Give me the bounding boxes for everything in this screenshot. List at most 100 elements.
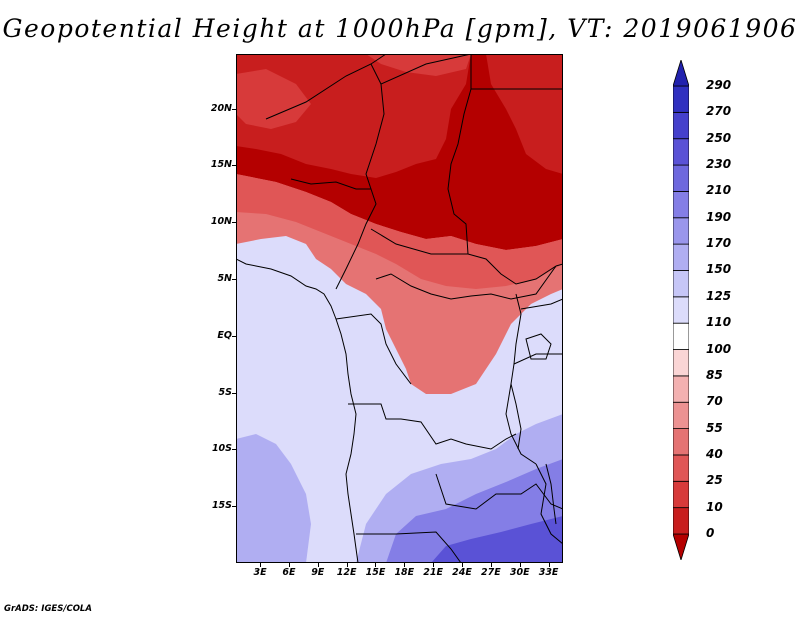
border-niger-chad (365, 63, 385, 190)
colorbar-segment (673, 164, 689, 192)
field-sahel-band (236, 174, 563, 289)
lake-victoria (525, 333, 552, 360)
colorbar-segment (673, 217, 689, 245)
border-mozambique (535, 463, 563, 545)
colorbar-label-0: 0 (706, 526, 715, 540)
lon-label-3e: 3E (253, 567, 267, 578)
border-car-south (375, 265, 557, 300)
lon-label-30e: 30E (509, 567, 530, 578)
lat-label-15s: 15S (211, 500, 232, 512)
colorbar-segment (673, 375, 689, 403)
colorbar-segment (673, 507, 689, 535)
lon-tick (260, 563, 262, 567)
colorbar-label-40: 40 (706, 446, 723, 461)
lon-label-15e: 15E (365, 567, 386, 578)
border-sahara-mali-algeria (265, 54, 387, 120)
lon-label-21e: 21E (423, 567, 444, 578)
colorbar-label-10: 10 (706, 499, 723, 514)
border-chad-sudan (447, 88, 472, 255)
lat-label-10s: 10S (211, 443, 232, 455)
lat-label-eq: EQ (217, 329, 232, 341)
border-car (370, 228, 557, 285)
lon-label-24e: 24E (452, 567, 472, 578)
lat-label-5n: 5N (217, 272, 232, 284)
credit-text: GrADS: IGES/COLA (4, 604, 92, 614)
border-libya-chad (380, 54, 472, 85)
colorbar-segment (673, 243, 689, 271)
page-title: Geopotential Height at 1000hPa [gpm], VT… (2, 14, 798, 43)
coastline-west (236, 258, 359, 563)
country-borders (236, 54, 563, 563)
colorbar-top-triangle (673, 60, 689, 87)
colorbar-label-55: 55 (706, 420, 723, 435)
lon-tick (317, 563, 319, 567)
field-northeast-hot (486, 54, 563, 174)
lon-label-6e: 6E (282, 567, 296, 578)
lon-label-12e: 12E (336, 567, 357, 578)
border-rwanda (513, 353, 563, 365)
colorbar-label-190: 190 (706, 209, 732, 224)
lat-tick (232, 506, 236, 508)
lat-label-5s: 5S (218, 386, 232, 398)
lon-tick (519, 563, 521, 567)
lon-label-27e: 27E (481, 567, 501, 578)
lon-tick (375, 563, 377, 567)
colorbar-label-25: 25 (706, 473, 723, 488)
lon-label-9e: 9E (311, 567, 325, 578)
lon-tick (433, 563, 435, 567)
map-area (236, 54, 563, 563)
border-nigeria-cameroon (290, 178, 377, 290)
colorbar-label-70: 70 (706, 394, 723, 409)
colorbar-label-270: 270 (706, 104, 732, 119)
lon-tick (548, 563, 550, 567)
lat-tick (232, 165, 236, 167)
field-deep-south-low (431, 516, 563, 563)
colorbar-segment (673, 270, 689, 298)
border-namibia-botswana (356, 531, 462, 563)
colorbar-label-250: 250 (706, 130, 732, 145)
colorbar-segment (673, 480, 689, 509)
map-svg (236, 54, 563, 563)
field-angola-low (236, 434, 311, 563)
lat-tick (232, 449, 236, 451)
colorbar-segment (673, 138, 689, 166)
colorbar-segment (673, 454, 689, 482)
lake-malawi (545, 463, 557, 525)
lake-tanganyika (510, 383, 522, 450)
colorbar-segment (673, 428, 689, 456)
lat-label-20n: 20N (210, 102, 232, 114)
colorbar-label-85: 85 (706, 367, 723, 382)
colorbar-label-110: 110 (706, 315, 732, 330)
lat-tick (232, 108, 236, 110)
colorbar-segment (673, 401, 689, 429)
colorbar-segment (673, 296, 689, 324)
colorbar-label-210: 210 (706, 183, 732, 198)
lon-tick (462, 563, 463, 567)
map-frame (236, 54, 563, 563)
border-south-sudan (555, 263, 563, 267)
colorbar-label-150: 150 (706, 262, 732, 277)
colorbar-label-125: 125 (706, 288, 732, 303)
colorbar-segment (673, 191, 689, 219)
lat-tick (232, 335, 236, 337)
colorbar-label-230: 230 (706, 157, 732, 172)
lat-label-10n: 10N (210, 216, 232, 228)
colorbar-bottom-triangle (673, 533, 689, 560)
colorbar (673, 60, 689, 560)
colorbar-label-170: 170 (706, 236, 732, 251)
field-niger-hot (236, 69, 311, 129)
lon-tick (404, 563, 406, 567)
colorbar-label-100: 100 (706, 341, 732, 356)
border-uganda-kenya (520, 298, 563, 310)
lon-label-33e: 33E (538, 567, 559, 578)
border-libya-egypt (470, 54, 563, 90)
colorbar-segment (673, 349, 689, 377)
lat-tick (232, 278, 236, 280)
border-zambia (435, 473, 563, 510)
lat-label-15n: 15N (210, 159, 232, 171)
lon-tick (288, 563, 290, 567)
border-congo-gabon (335, 313, 412, 385)
lon-tick (346, 563, 348, 567)
lon-label-18e: 18E (394, 567, 415, 578)
colorbar-segment (673, 111, 689, 140)
